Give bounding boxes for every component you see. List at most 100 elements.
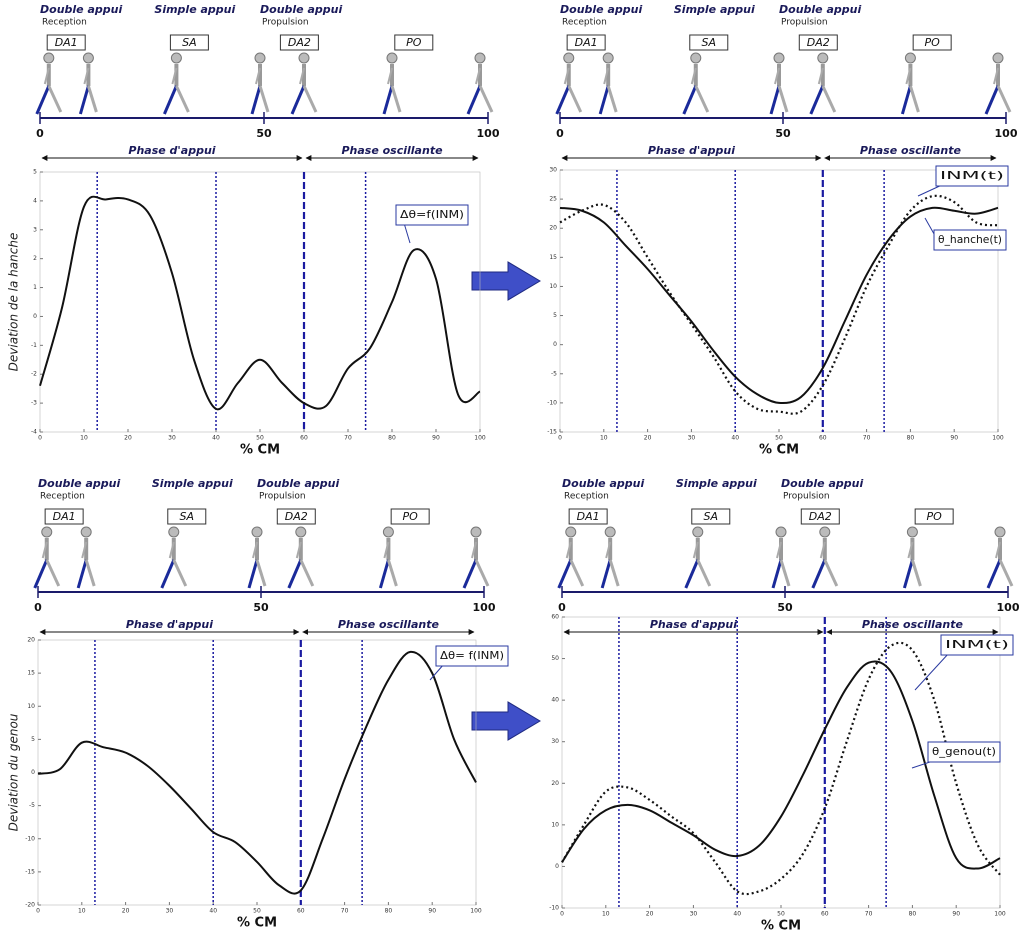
walker-leg bbox=[382, 85, 394, 115]
walker-leg bbox=[33, 559, 49, 589]
walker-leg bbox=[769, 85, 781, 115]
walker-head bbox=[602, 52, 614, 64]
walker-head bbox=[775, 526, 787, 538]
walker-arm bbox=[563, 67, 570, 85]
legend-label: Δθ= f(INM) bbox=[440, 649, 504, 662]
gait-tick-label: 100 bbox=[477, 127, 500, 140]
support-label: Phase d'appui bbox=[650, 618, 737, 631]
walker bbox=[900, 52, 920, 115]
y-tick-label: 3 bbox=[33, 226, 37, 233]
walker-arm bbox=[295, 541, 302, 559]
arrow bbox=[471, 261, 541, 301]
x-tick-label: 50 bbox=[777, 911, 785, 918]
walker-arm bbox=[471, 541, 477, 559]
phase-box-label: SA bbox=[702, 36, 717, 49]
walker-head bbox=[906, 526, 918, 538]
walker-leg bbox=[478, 85, 494, 113]
series-line bbox=[561, 660, 1001, 870]
phase-box-label: PO bbox=[406, 36, 422, 49]
legend-label: θ_hanche(t) bbox=[938, 233, 1002, 246]
y-axis-label: Deviation du genou bbox=[7, 713, 21, 831]
walker-leg bbox=[986, 559, 1002, 589]
walker-leg bbox=[172, 559, 188, 587]
x-tick-label: 60 bbox=[819, 435, 827, 442]
x-axis-label: % CM bbox=[761, 919, 801, 934]
walker-head bbox=[41, 526, 53, 538]
walker-leg bbox=[299, 559, 315, 587]
gait-tick-label: 50 bbox=[777, 601, 793, 614]
phase-sub: Propulsion bbox=[262, 18, 309, 28]
walker-leg bbox=[771, 559, 783, 589]
series-line bbox=[559, 206, 999, 405]
support-label: Phase d'appui bbox=[126, 618, 213, 631]
walker-head bbox=[474, 52, 486, 64]
legend-label: θ_genou(t) bbox=[932, 745, 996, 758]
walker-arm bbox=[905, 67, 912, 85]
walker-leg bbox=[163, 85, 178, 115]
walker-arm bbox=[81, 541, 88, 559]
y-tick-label: -5 bbox=[29, 802, 35, 809]
walker-leg bbox=[910, 559, 922, 587]
x-tick-label: 30 bbox=[166, 908, 174, 915]
phase-name: Simple appui bbox=[676, 477, 757, 490]
walker-arm bbox=[605, 541, 612, 559]
x-tick-label: 0 bbox=[36, 908, 40, 915]
phase-box bbox=[279, 34, 319, 51]
walker-leg bbox=[684, 559, 700, 589]
walker bbox=[769, 52, 789, 115]
arrow bbox=[471, 701, 541, 741]
walker-leg bbox=[557, 559, 573, 589]
x-tick-label: 40 bbox=[212, 435, 220, 442]
y-tick-label: 2 bbox=[33, 255, 37, 262]
walker bbox=[902, 526, 922, 589]
gait-tick-label: 0 bbox=[34, 601, 42, 614]
phase-box bbox=[914, 508, 954, 525]
walker-leg bbox=[900, 85, 912, 115]
legend-label: Δθ=f(INM) bbox=[400, 208, 464, 221]
x-tick-label: 0 bbox=[558, 435, 562, 442]
legend-box bbox=[927, 741, 1001, 763]
phase-sub: Reception bbox=[562, 18, 607, 28]
walker-leg bbox=[302, 85, 318, 113]
x-tick-label: 50 bbox=[253, 908, 261, 915]
walker-head bbox=[690, 52, 702, 64]
phase-box bbox=[169, 34, 209, 51]
walker bbox=[809, 52, 837, 115]
phase-name: Double appui bbox=[38, 477, 120, 490]
swing-label: Phase oscillante bbox=[341, 144, 443, 157]
walker-arm bbox=[387, 67, 393, 85]
y-tick-label: -5 bbox=[551, 370, 557, 377]
walker-leg bbox=[160, 559, 176, 589]
y-tick-label: -20 bbox=[25, 902, 35, 909]
y-tick-label: -2 bbox=[31, 371, 37, 378]
walker bbox=[684, 526, 712, 589]
y-tick-label: -10 bbox=[547, 399, 557, 406]
walker-leg bbox=[45, 559, 61, 587]
walker bbox=[35, 52, 63, 115]
walker-arm bbox=[252, 541, 258, 559]
x-tick-label: 30 bbox=[690, 911, 698, 918]
phase-box bbox=[44, 508, 84, 525]
walker-leg bbox=[809, 85, 825, 115]
gait-tick-label: 100 bbox=[997, 601, 1020, 614]
gait-tick-label: 0 bbox=[558, 601, 566, 614]
phase-box-label: DA1 bbox=[575, 36, 598, 49]
walker-leg bbox=[290, 85, 306, 115]
x-tick-label: 80 bbox=[907, 435, 915, 442]
walker-leg bbox=[555, 85, 571, 115]
walker-head bbox=[251, 526, 263, 538]
walker-leg bbox=[823, 559, 839, 587]
x-tick-label: 40 bbox=[733, 911, 741, 918]
x-tick-label: 60 bbox=[821, 911, 829, 918]
phase-box-label: SA bbox=[180, 510, 195, 523]
walker-leg bbox=[682, 85, 698, 115]
series-line bbox=[559, 194, 999, 415]
walker-head bbox=[82, 52, 94, 64]
walker-arm bbox=[774, 67, 780, 85]
y-tick-label: 4 bbox=[33, 197, 37, 204]
gait-tick-label: 50 bbox=[253, 601, 269, 614]
walker-arm bbox=[995, 541, 1001, 559]
x-tick-label: 80 bbox=[385, 908, 393, 915]
phase-box bbox=[276, 508, 316, 525]
walker-leg bbox=[247, 559, 259, 589]
